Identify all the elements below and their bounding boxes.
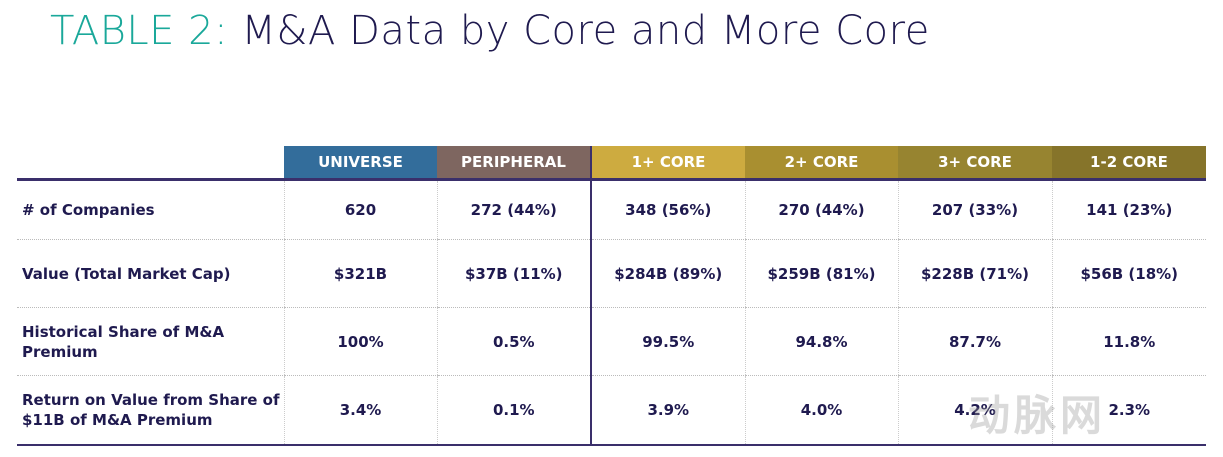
table-cell: $259B (81%): [744, 239, 898, 308]
table-row: Return on Value from Share of $11B of M&…: [17, 375, 1206, 446]
table-cell: 100%: [283, 307, 437, 376]
table-cell: 272 (44%): [436, 179, 591, 240]
table-cell: 99.5%: [590, 307, 745, 376]
table-cell: 141 (23%): [1051, 179, 1206, 240]
row-label: # of Companies: [17, 179, 284, 240]
table-cell: $37B (11%): [436, 239, 591, 308]
header-blank: [17, 146, 284, 181]
table-cell: 3.4%: [283, 375, 437, 446]
table-cell: 4.0%: [744, 375, 898, 446]
table-cell: 0.5%: [436, 307, 591, 376]
title-text: M&A Data by Core and More Core: [241, 8, 930, 54]
table-cell: 0.1%: [436, 375, 591, 446]
table-cell: 94.8%: [744, 307, 898, 376]
header-universe: UNIVERSE: [284, 146, 437, 181]
header-1-2-core: 1-2 CORE: [1052, 146, 1206, 181]
table-cell: 3.9%: [590, 375, 745, 446]
table-row: # of Companies 620 272 (44%) 348 (56%) 270 (…: [17, 179, 1206, 240]
header-3plus-core: 3+ CORE: [898, 146, 1052, 181]
table-cell: 11.8%: [1051, 307, 1206, 376]
data-table: UNIVERSE PERIPHERAL 1+ CORE 2+ CORE 3+ C…: [17, 146, 1206, 446]
table-cell: $56B (18%): [1051, 239, 1206, 308]
table-cell: 348 (56%): [590, 179, 745, 240]
row-label: Historical Share of M&A Premium: [17, 307, 284, 376]
table-cell: 4.2%: [897, 375, 1052, 446]
table-cell: $321B: [283, 239, 437, 308]
table-cell: 87.7%: [897, 307, 1052, 376]
table-cell: 270 (44%): [744, 179, 898, 240]
row-label: Value (Total Market Cap): [17, 239, 284, 308]
table-row: Historical Share of M&A Premium 100% 0.5% 9…: [17, 307, 1206, 376]
table-cell: 620: [283, 179, 437, 240]
table-cell: 2.3%: [1051, 375, 1206, 446]
header-2plus-core: 2+ CORE: [745, 146, 898, 181]
header-1plus-core: 1+ CORE: [590, 146, 745, 181]
row-label: Return on Value from Share of $11B of M&…: [17, 375, 284, 446]
table-cell: 207 (33%): [897, 179, 1052, 240]
title-prefix: TABLE 2:: [50, 8, 229, 54]
table-row: Value (Total Market Cap) $321B $37B (11%) $…: [17, 239, 1206, 308]
table-cell: $284B (89%): [590, 239, 745, 308]
header-peripheral: PERIPHERAL: [437, 146, 591, 181]
header-row: UNIVERSE PERIPHERAL 1+ CORE 2+ CORE 3+ C…: [17, 146, 1206, 181]
table-cell: $228B (71%): [897, 239, 1052, 308]
watermark-logo: 动脉网: [968, 391, 1107, 440]
page-title: TABLE 2: M&A Data by Core and More Core: [50, 8, 930, 54]
